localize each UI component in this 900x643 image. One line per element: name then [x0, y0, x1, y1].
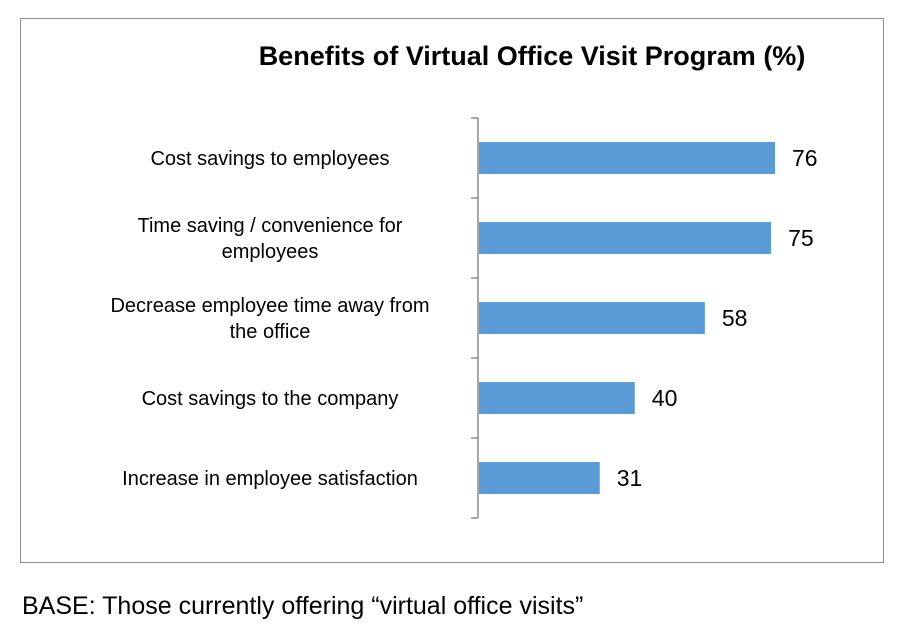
- category-label: Cost savings to the company: [142, 388, 399, 410]
- bar: [479, 382, 635, 414]
- data-label: 40: [652, 385, 678, 411]
- bar: [479, 142, 775, 174]
- category-label: Increase in employee satisfaction: [122, 468, 418, 490]
- bar: [479, 302, 705, 334]
- bar: [479, 462, 600, 494]
- data-label: 76: [792, 145, 818, 171]
- data-label: 31: [617, 465, 643, 491]
- data-label: 58: [722, 305, 748, 331]
- chart-title: Benefits of Virtual Office Visit Program…: [258, 41, 806, 71]
- base-footnote: BASE: Those currently offering “virtual …: [22, 592, 584, 620]
- bar: [479, 222, 772, 254]
- category-label: Cost savings to employees: [150, 148, 389, 170]
- category-label: Time saving / convenience for employees: [138, 215, 403, 263]
- plot-area: 76 Cost savings to employees 75 Time saving…: [110, 117, 818, 519]
- data-label: 75: [788, 225, 814, 251]
- category-label: Decrease employee time away from the offi…: [110, 295, 429, 343]
- chart-frame: Benefits of Virtual Office Visit Program…: [20, 18, 884, 563]
